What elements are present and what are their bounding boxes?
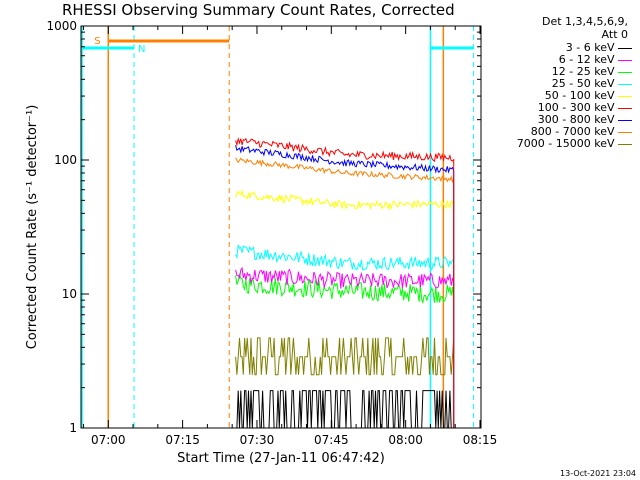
legend-label: 7000 - 15000 keV	[517, 137, 618, 150]
x-axis-label: Start Time (27-Jan-11 06:47:42)	[177, 451, 385, 466]
x-tick-label: 08:15	[463, 433, 498, 447]
legend-swatch	[618, 72, 632, 73]
rhessi-count-rate-chart: RHESSI Observing Summary Count Rates, Co…	[0, 0, 640, 480]
legend-swatch	[618, 144, 632, 145]
plot-svg: S N 1 10 100 1000 07:00 07:15 07:30 07:45 08:00 08:…	[0, 0, 640, 480]
legend-swatch	[618, 108, 632, 109]
series-line	[236, 338, 454, 428]
x-tick-label: 07:15	[165, 433, 200, 447]
legend-swatch	[618, 84, 632, 85]
y-tick-label: 1	[69, 421, 77, 435]
x-tick-label: 07:00	[91, 433, 126, 447]
saa-label: S	[94, 36, 100, 47]
legend-swatch	[618, 48, 632, 49]
y-tick-label: 1000	[46, 19, 77, 33]
x-tick-label: 08:00	[388, 433, 423, 447]
y-tick-label: 10	[62, 287, 77, 301]
legend-swatch	[618, 120, 632, 121]
legend-header: Att 0	[602, 28, 628, 41]
legend-item: 7000 - 15000 keV	[517, 137, 632, 150]
y-tick-label: 100	[54, 153, 77, 167]
legend-swatch	[618, 132, 632, 133]
series-line	[236, 391, 454, 428]
legend-swatch	[618, 60, 632, 61]
y-axis-label: Corrected Count Rate (s⁻¹ detector⁻¹)	[25, 105, 40, 350]
legend-swatch	[618, 96, 632, 97]
footer-timestamp: 13-Oct-2021 23:04	[560, 469, 636, 478]
night-label: N	[138, 44, 145, 55]
x-tick-label: 07:30	[240, 433, 275, 447]
legend-header: Det 1,3,4,5,6,9,	[542, 15, 628, 28]
x-tick-label: 07:45	[314, 433, 349, 447]
